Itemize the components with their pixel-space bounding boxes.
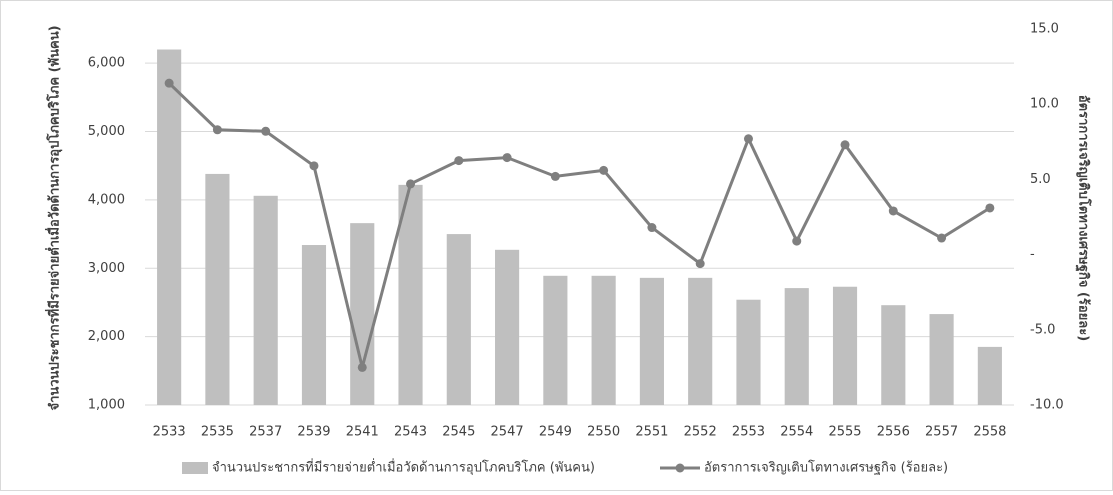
y2-axis-title: อัตราการเจริญเติบโตทางเศรษฐกิจ (ร้อยละ) xyxy=(1075,95,1093,341)
bar xyxy=(543,275,568,405)
bar xyxy=(253,195,278,405)
bar xyxy=(977,346,1002,405)
x-tick-label: 2551 xyxy=(635,425,668,440)
y-tick-label: 4,000 xyxy=(88,192,125,207)
y-tick-label: 6,000 xyxy=(88,56,125,71)
bar xyxy=(881,305,906,405)
line-marker xyxy=(550,171,560,181)
y2-tick-label: 10.0 xyxy=(1030,97,1059,112)
y2-tick-label: -10.0 xyxy=(1030,398,1064,413)
line-marker xyxy=(261,126,271,136)
line-marker xyxy=(937,233,947,243)
legend-swatch xyxy=(675,463,685,473)
bar xyxy=(495,249,520,405)
line-marker xyxy=(599,165,609,175)
bar xyxy=(398,184,423,405)
x-tick-label: 2557 xyxy=(925,425,958,440)
bar xyxy=(350,223,375,405)
x-tick-label: 2541 xyxy=(346,425,379,440)
y2-tick-label: 5.0 xyxy=(1030,172,1051,187)
line-marker xyxy=(888,206,898,216)
bar xyxy=(446,234,471,405)
line-marker xyxy=(164,78,174,88)
x-tick-label: 2539 xyxy=(297,425,330,440)
y-tick-label: 3,000 xyxy=(88,261,125,276)
bar xyxy=(736,299,761,405)
line-marker xyxy=(743,134,753,144)
x-tick-label: 2552 xyxy=(684,425,717,440)
x-tick-label: 2543 xyxy=(394,425,427,440)
x-tick-label: 2535 xyxy=(201,425,234,440)
line-marker xyxy=(309,161,319,171)
bar xyxy=(688,277,713,405)
y2-tick-label: - xyxy=(1030,247,1035,262)
bar xyxy=(157,49,182,405)
bar xyxy=(832,286,858,405)
line-marker xyxy=(357,362,367,372)
line-marker xyxy=(985,203,995,213)
line-marker xyxy=(502,153,512,163)
y2-tick-label: -5.0 xyxy=(1030,322,1055,337)
y-tick-label: 1,000 xyxy=(88,398,125,413)
x-tick-label: 2549 xyxy=(539,425,572,440)
x-tick-label: 2547 xyxy=(491,425,524,440)
line-marker xyxy=(212,125,222,135)
bar xyxy=(205,173,230,405)
line-marker xyxy=(695,259,705,269)
bar xyxy=(784,288,809,405)
y-axis-title: จำนวนประชากรที่มีรายจ่ายต่ำเมื่อวัดด้านก… xyxy=(45,25,63,410)
line xyxy=(168,82,991,368)
line-marker xyxy=(840,140,850,150)
bar xyxy=(639,277,664,405)
x-tick-label: 2533 xyxy=(153,425,186,440)
x-tick-label: 2558 xyxy=(973,425,1006,440)
y2-tick-label: 15.0 xyxy=(1030,22,1059,37)
x-tick-label: 2545 xyxy=(442,425,475,440)
legend-swatch xyxy=(182,462,208,474)
line-marker xyxy=(792,236,802,246)
y-tick-label: 5,000 xyxy=(88,124,125,139)
bar xyxy=(929,314,954,405)
bar xyxy=(591,275,616,405)
x-tick-label: 2555 xyxy=(828,425,861,440)
legend-label: จำนวนประชากรที่มีรายจ่ายต่ำเมื่อวัดด้านก… xyxy=(212,459,595,476)
x-tick-label: 2550 xyxy=(587,425,620,440)
x-tick-label: 2556 xyxy=(877,425,910,440)
bar xyxy=(301,245,327,405)
line-marker xyxy=(406,179,416,189)
line-marker xyxy=(454,156,464,166)
x-tick-label: 2537 xyxy=(249,425,282,440)
x-tick-label: 2554 xyxy=(780,425,813,440)
x-tick-label: 2553 xyxy=(732,425,765,440)
y-tick-label: 2,000 xyxy=(88,329,125,344)
legend-label: อัตราการเจริญเติบโตทางเศรษฐกิจ (ร้อยละ) xyxy=(704,460,948,476)
line-marker xyxy=(647,223,657,233)
